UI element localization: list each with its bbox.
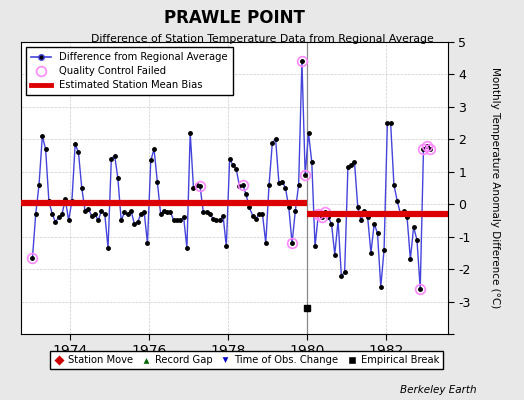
Text: Difference of Station Temperature Data from Regional Average: Difference of Station Temperature Data f… — [91, 34, 433, 44]
Y-axis label: Monthly Temperature Anomaly Difference (°C): Monthly Temperature Anomaly Difference (… — [490, 67, 500, 309]
Legend: Station Move, Record Gap, Time of Obs. Change, Empirical Break: Station Move, Record Gap, Time of Obs. C… — [50, 351, 443, 369]
Title: PRAWLE POINT: PRAWLE POINT — [164, 8, 305, 26]
Text: Berkeley Earth: Berkeley Earth — [400, 385, 477, 395]
Legend: Difference from Regional Average, Quality Control Failed, Estimated Station Mean: Difference from Regional Average, Qualit… — [26, 47, 233, 95]
